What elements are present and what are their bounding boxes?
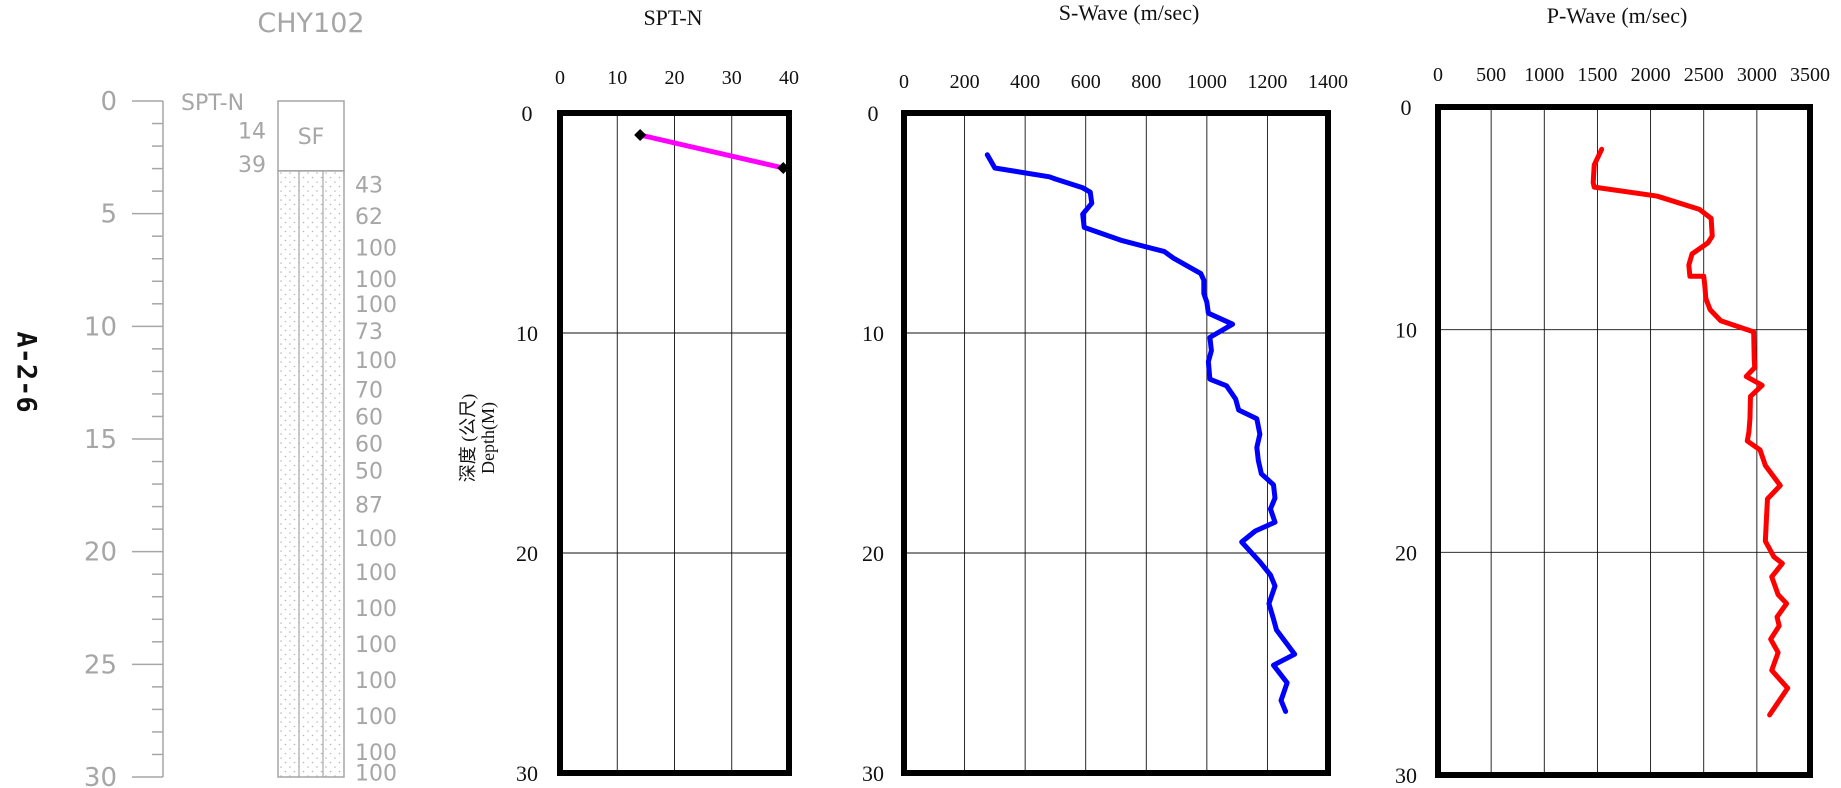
- p-wave-series-line: [1590, 146, 1791, 718]
- log-spt-value: 100: [355, 293, 397, 318]
- log-layer: [277, 100, 345, 172]
- log-spt-value: 100: [355, 349, 397, 374]
- s-wave-chart: S-Wave (m/sec) 0 200 400 600 800 1000 1200 1400 0…: [862, 0, 1348, 786]
- log-layer: [277, 170, 345, 778]
- s-wave-title: S-Wave (m/sec): [1059, 0, 1200, 25]
- s-wave-x-tick-label: 1200: [1247, 71, 1287, 93]
- side-label: A-2-6: [11, 331, 42, 412]
- log-spt-value: 73: [355, 320, 383, 345]
- p-wave-x-tick-label: 3500: [1790, 64, 1830, 86]
- log-depth-label: 20: [84, 538, 117, 568]
- spt-n-frame: [557, 110, 792, 776]
- log-depth-label: 5: [100, 200, 117, 230]
- log-spt-value: 39: [238, 153, 266, 178]
- spt-n-y-tick-label: 10: [516, 321, 538, 346]
- p-wave-x-tick-label: 0: [1433, 64, 1443, 86]
- log-depth-label: 30: [84, 763, 117, 788]
- log-depth-label: 15: [84, 425, 117, 455]
- depth-axis-label: 深度 (公尺) Depth(M): [458, 394, 499, 483]
- s-wave-y-tick-label: 30: [862, 761, 884, 786]
- p-wave-x-tick-label: 1500: [1577, 64, 1617, 86]
- log-spt-value: 100: [355, 761, 397, 786]
- log-spt-value: 100: [355, 597, 397, 622]
- log-spt-value: 50: [355, 460, 383, 485]
- spt-n-y-tick-label: 30: [516, 761, 538, 786]
- log-spt-value: 100: [355, 633, 397, 658]
- spt-n-x-tick-label: 20: [665, 67, 685, 89]
- p-wave-chart: P-Wave (m/sec) 0 500 1000 1500 2000 2500 3000 35…: [1395, 3, 1830, 788]
- log-title: CHY102: [257, 8, 364, 39]
- log-spt-header: SPT-N: [181, 91, 244, 116]
- p-wave-x-tick-label: 1000: [1524, 64, 1564, 86]
- log-layer-label: SF: [298, 125, 325, 150]
- p-wave-title: P-Wave (m/sec): [1547, 3, 1688, 28]
- ylabel-line2: Depth(M): [478, 402, 499, 474]
- s-wave-x-tick-label: 1000: [1187, 71, 1227, 93]
- p-wave-x-tick-label: 500: [1476, 64, 1506, 86]
- s-wave-y-tick-label: 10: [862, 321, 884, 346]
- s-wave-x-tick-label: 600: [1071, 71, 1101, 93]
- p-wave-frame: [1435, 104, 1813, 778]
- spt-n-data-point: [634, 129, 647, 141]
- spt-n-title: SPT-N: [643, 5, 702, 30]
- p-wave-y-tick-label: 0: [1401, 95, 1412, 120]
- log-spt-value: 100: [355, 669, 397, 694]
- log-spt-value: 43: [355, 173, 383, 198]
- log-spt-value: 60: [355, 433, 383, 458]
- s-wave-x-tick-label: 800: [1131, 71, 1161, 93]
- s-wave-y-tick-label: 20: [862, 541, 884, 566]
- s-wave-frame: [901, 110, 1331, 776]
- log-spt-value: 100: [355, 527, 397, 552]
- borehole-log: CHY102051015202530SPT-N14394362100100100…: [84, 8, 397, 788]
- s-wave-x-tick-label: 0: [899, 71, 909, 93]
- p-wave-y-tick-label: 20: [1395, 540, 1417, 565]
- p-wave-y-tick-label: 10: [1395, 318, 1417, 343]
- spt-n-y-tick-label: 0: [522, 101, 533, 126]
- p-wave-x-tick-label: 3000: [1737, 64, 1777, 86]
- s-wave-x-tick-label: 1400: [1308, 71, 1348, 93]
- spt-n-x-tick-label: 10: [607, 67, 627, 89]
- log-depth-label: 10: [84, 312, 117, 342]
- log-depth-label: 25: [84, 650, 117, 680]
- ylabel-line1: 深度 (公尺): [458, 394, 479, 483]
- spt-n-series-line: [637, 132, 786, 171]
- spt-n-x-tick-label: 30: [722, 67, 742, 89]
- log-spt-value: 70: [355, 378, 383, 403]
- p-wave-x-tick-label: 2500: [1684, 64, 1724, 86]
- log-spt-value: 87: [355, 493, 383, 518]
- s-wave-x-tick-label: 200: [950, 71, 980, 93]
- spt-n-chart: SPT-N 0 10 20 30 40 0 10 20 30: [516, 5, 799, 786]
- log-spt-value: 14: [238, 119, 266, 144]
- spt-n-x-tick-label: 0: [555, 67, 565, 89]
- log-depth-label: 0: [100, 87, 117, 117]
- p-wave-y-tick-label: 30: [1395, 763, 1417, 788]
- spt-n-y-tick-label: 20: [516, 541, 538, 566]
- log-spt-value: 100: [355, 561, 397, 586]
- s-wave-x-tick-label: 400: [1010, 71, 1040, 93]
- spt-n-x-tick-label: 40: [779, 67, 799, 89]
- s-wave-series-line: [984, 152, 1298, 714]
- side-label-text: A-2-6: [11, 331, 42, 412]
- log-spt-value: 100: [355, 236, 397, 261]
- p-wave-x-tick-label: 2000: [1631, 64, 1671, 86]
- log-spt-value: 60: [355, 405, 383, 430]
- log-spt-value: 100: [355, 741, 397, 766]
- log-spt-value: 62: [355, 205, 383, 230]
- log-spt-value: 100: [355, 268, 397, 293]
- log-spt-value: 100: [355, 705, 397, 730]
- s-wave-y-tick-label: 0: [868, 101, 879, 126]
